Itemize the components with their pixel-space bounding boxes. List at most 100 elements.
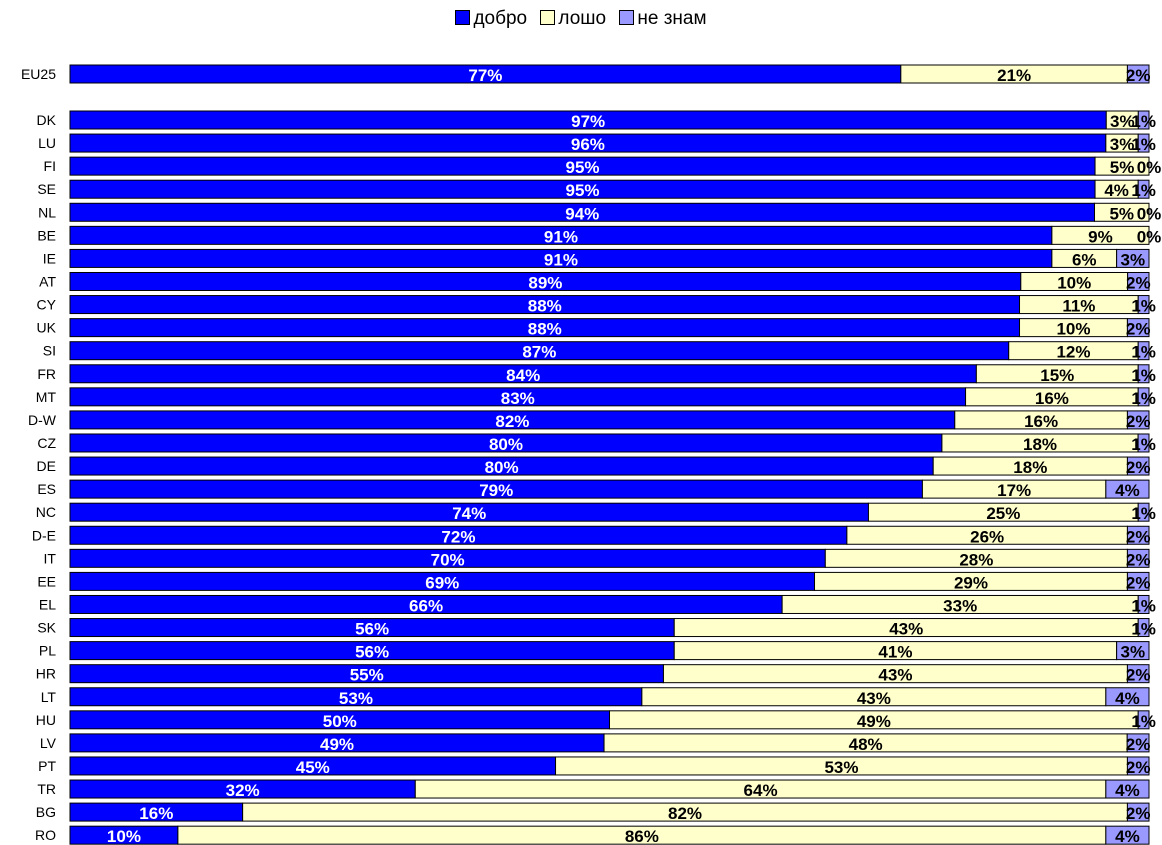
data-label-dont-know-tr: 4% <box>1115 781 1140 800</box>
category-label-tr: TR <box>37 781 56 797</box>
category-label-es: ES <box>37 481 56 497</box>
data-label-good-de: 80% <box>485 458 519 477</box>
data-label-dont-know-uk: 2% <box>1126 320 1151 339</box>
data-label-dont-know-cz: 1% <box>1131 435 1156 454</box>
category-label-dk: DK <box>37 112 57 128</box>
category-label-it: IT <box>44 550 57 566</box>
category-label-lt: LT <box>41 689 57 705</box>
data-label-bad-be: 9% <box>1088 227 1113 246</box>
data-label-dont-know-pt: 2% <box>1126 758 1151 777</box>
data-label-good-sk: 56% <box>355 620 389 639</box>
data-label-good-lv: 49% <box>320 735 354 754</box>
data-label-dont-know-lt: 4% <box>1115 689 1140 708</box>
data-label-dont-know-bg: 2% <box>1126 804 1151 823</box>
data-label-dont-know-at: 2% <box>1126 273 1151 292</box>
data-label-good-hr: 55% <box>350 666 384 685</box>
bar-dont-know-hr <box>1126 664 1150 684</box>
data-label-bad-eu25: 21% <box>997 66 1031 85</box>
data-label-good-hu: 50% <box>323 712 357 731</box>
category-label-be: BE <box>37 227 56 243</box>
bar-bad-fi <box>1094 156 1150 176</box>
data-label-bad-dk: 3% <box>1110 112 1135 131</box>
data-label-dont-know-pl: 3% <box>1121 643 1146 662</box>
data-label-good-pt: 45% <box>296 758 330 777</box>
data-label-bad-uk: 10% <box>1056 320 1090 339</box>
data-label-bad-cz: 18% <box>1023 435 1057 454</box>
data-label-good-d-e: 72% <box>441 527 475 546</box>
bar-dont-know-uk <box>1126 318 1150 338</box>
bar-dont-know-pt <box>1126 756 1150 776</box>
data-label-good-nc: 74% <box>452 504 486 523</box>
data-label-good-uk: 88% <box>528 320 562 339</box>
data-label-bad-at: 10% <box>1057 273 1091 292</box>
bar-dont-know-pl <box>1116 641 1150 661</box>
bar-dont-know-fr <box>1137 364 1150 384</box>
data-label-bad-fi: 5% <box>1110 158 1135 177</box>
category-label-ee: EE <box>37 573 56 589</box>
bar-dont-know-lu <box>1137 133 1150 153</box>
data-label-dont-know-ro: 4% <box>1115 827 1140 845</box>
data-label-good-si: 87% <box>522 343 556 362</box>
data-label-bad-tr: 64% <box>744 781 778 800</box>
bar-dont-know-nc <box>1137 502 1150 522</box>
legend-item-bad: лошо <box>540 8 606 30</box>
bar-dont-know-eu25 <box>1126 64 1150 84</box>
bar-dont-know-de <box>1126 456 1150 476</box>
category-label-at: AT <box>39 273 56 289</box>
data-label-bad-pt: 53% <box>824 758 858 777</box>
data-label-dont-know-lu: 1% <box>1131 135 1156 154</box>
bar-dont-know-el <box>1137 594 1150 614</box>
data-label-good-eu25: 77% <box>468 66 502 85</box>
bar-dont-know-mt <box>1137 387 1150 407</box>
category-label-bg: BG <box>36 804 56 820</box>
data-label-bad-bg: 82% <box>668 804 702 823</box>
bar-dont-know-cy <box>1137 295 1150 315</box>
data-label-good-d-w: 82% <box>495 412 529 431</box>
legend-item-good: добро <box>455 8 527 30</box>
data-label-good-ro: 10% <box>107 827 141 845</box>
data-label-dont-know-be: 0% <box>1137 227 1162 246</box>
data-label-bad-si: 12% <box>1056 343 1090 362</box>
data-label-dont-know-ie: 3% <box>1121 250 1146 269</box>
data-label-dont-know-mt: 1% <box>1131 389 1156 408</box>
data-label-good-fi: 95% <box>566 158 600 177</box>
category-label-ie: IE <box>43 250 56 266</box>
category-label-cy: CY <box>37 297 57 313</box>
data-label-dont-know-se: 1% <box>1131 181 1156 200</box>
data-label-good-tr: 32% <box>226 781 260 800</box>
data-label-bad-sk: 43% <box>889 620 923 639</box>
category-label-eu25: EU25 <box>21 66 56 82</box>
data-label-good-ee: 69% <box>425 573 459 592</box>
bar-dont-know-es <box>1105 479 1150 499</box>
data-label-bad-lv: 48% <box>849 735 883 754</box>
data-label-bad-el: 33% <box>943 596 977 615</box>
data-label-good-pl: 56% <box>355 643 389 662</box>
bar-dont-know-ee <box>1126 571 1150 591</box>
legend-swatch-dont-know <box>619 10 635 25</box>
category-label-se: SE <box>37 181 56 197</box>
data-label-dont-know-dk: 1% <box>1131 112 1156 131</box>
data-label-bad-fr: 15% <box>1040 366 1074 385</box>
data-label-bad-es: 17% <box>997 481 1031 500</box>
category-label-d-w: D-W <box>28 412 57 428</box>
data-label-dont-know-fi: 0% <box>1137 158 1162 177</box>
bar-dont-know-hu <box>1137 710 1150 730</box>
data-label-good-es: 79% <box>479 481 513 500</box>
data-label-good-at: 89% <box>528 273 562 292</box>
data-label-good-ie: 91% <box>544 250 578 269</box>
bar-dont-know-si <box>1137 341 1150 361</box>
data-label-dont-know-nl: 0% <box>1137 204 1162 223</box>
legend-label-dont-know: не знам <box>637 8 707 29</box>
legend-swatch-bad <box>540 10 556 25</box>
bar-dont-know-it <box>1126 548 1150 568</box>
data-label-dont-know-it: 2% <box>1126 550 1151 569</box>
category-label-de: DE <box>37 458 56 474</box>
category-label-d-e: D-E <box>32 527 56 543</box>
category-label-nc: NC <box>36 504 56 520</box>
category-label-ro: RO <box>35 827 56 843</box>
category-label-mt: MT <box>36 389 57 405</box>
data-label-bad-d-w: 16% <box>1024 412 1058 431</box>
data-label-good-be: 91% <box>544 227 578 246</box>
data-label-bad-lt: 43% <box>857 689 891 708</box>
bar-dont-know-ro <box>1105 825 1150 845</box>
